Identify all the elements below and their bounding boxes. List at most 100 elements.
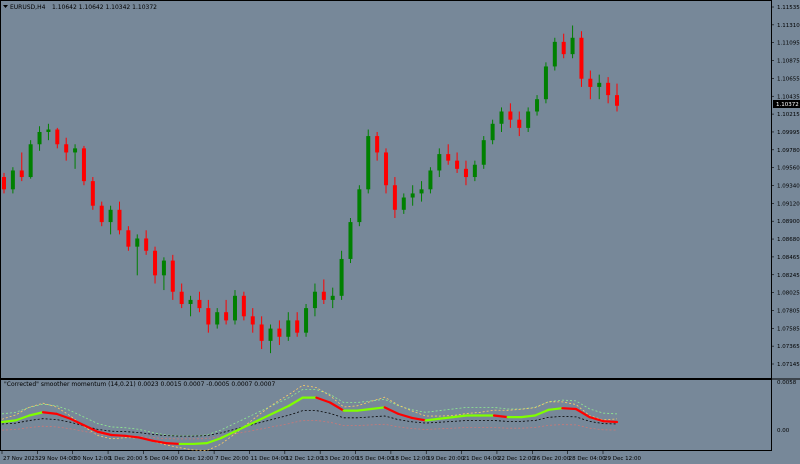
time-label: 12 Dec 12:00 <box>286 456 323 462</box>
indicator-segment <box>410 416 427 422</box>
candle-bear <box>446 154 451 161</box>
indicator-segment <box>588 416 605 423</box>
candle-bull <box>37 131 42 145</box>
price-label: 1.10875 <box>777 59 800 65</box>
candle-bull <box>552 41 557 67</box>
candle-bull <box>401 197 406 210</box>
candle-bear <box>455 160 460 169</box>
indicator-segment <box>205 437 222 445</box>
candle-bull <box>428 170 433 190</box>
candle-bull <box>366 136 371 190</box>
indicator-lines <box>0 384 619 451</box>
candle-bear <box>517 119 522 128</box>
candle-bear <box>117 209 122 231</box>
price-label: 1.09560 <box>777 166 800 172</box>
indicator-segment <box>110 433 127 437</box>
indicator-segment <box>151 439 168 445</box>
indicator-segment <box>424 417 441 422</box>
candle-bull <box>286 320 291 337</box>
indicator-segment <box>369 406 386 411</box>
candle-bull <box>490 123 495 141</box>
indicator-plot-frame <box>0 379 772 451</box>
price-label: 1.10655 <box>777 76 800 82</box>
candle-bear <box>55 129 60 145</box>
time-label: 29 Dec 12:00 <box>604 456 641 462</box>
price-label: 1.10435 <box>777 94 800 100</box>
candle-bear <box>170 260 175 292</box>
indicator-segment <box>123 434 140 439</box>
indicator-segment <box>96 430 113 437</box>
indicator-segment <box>55 412 72 420</box>
indicator-segment <box>274 404 291 414</box>
indicator-segment <box>246 417 263 427</box>
indicator-scale-top: 0.0058 <box>777 380 797 386</box>
candle-bear <box>144 238 149 251</box>
candle-bear <box>81 148 86 182</box>
candle-bear <box>197 299 202 309</box>
time-label: 13 Dec 20:00 <box>321 456 358 462</box>
candle-bull <box>28 144 33 178</box>
candle-bull <box>108 209 113 223</box>
candle-bull <box>330 295 335 300</box>
price-label: 1.09340 <box>777 184 800 190</box>
price-label: 1.07585 <box>777 326 800 332</box>
time-label: 30 Nov 12:00 <box>74 456 112 462</box>
time-label: 6 Dec 12:00 <box>180 456 214 462</box>
time-label: 22 Dec 12:00 <box>498 456 535 462</box>
candle-bull <box>419 189 424 194</box>
candle-bear <box>384 152 389 186</box>
candle-bull <box>161 260 166 276</box>
time-label: 27 Nov 2023 <box>3 456 39 462</box>
candle-bear <box>508 111 513 120</box>
candle-bull <box>232 295 237 321</box>
price-label: 1.11095 <box>777 41 800 47</box>
indicator-segment <box>328 401 345 412</box>
indicator-segment <box>14 414 31 422</box>
indicator-title: "Corrected" smoother momentum (14,0.21) … <box>4 381 275 388</box>
candle-bull <box>526 111 531 128</box>
candle-bear <box>224 312 229 321</box>
current-price-tag: 1.10372 <box>773 100 800 108</box>
ohlc-readout: 1.10642 1.10642 1.10342 1.10372 <box>52 4 157 11</box>
candle-bear <box>463 168 468 178</box>
price-axis[interactable]: 1.11535 1.11310 1.11095 1.10875 1.10655 1.104… <box>771 5 800 368</box>
candle-bear <box>259 324 264 341</box>
price-label: 1.09120 <box>777 201 800 207</box>
candle-bear <box>2 177 6 190</box>
price-label: 1.08465 <box>777 255 800 261</box>
indicator-segment <box>574 407 591 419</box>
candle-bear <box>295 320 300 333</box>
candle-bull <box>135 238 140 247</box>
candle-bull <box>481 140 486 165</box>
indicator-dotted-line <box>1 389 618 437</box>
candle-bear <box>606 82 611 96</box>
candle-bull <box>339 258 344 296</box>
candlestick-series <box>2 25 619 354</box>
time-label: 11 Dec 04:00 <box>250 456 287 462</box>
candle-bear <box>90 181 95 206</box>
candle-bear <box>561 41 566 55</box>
time-label: 19 Dec 20:00 <box>427 456 464 462</box>
candle-bull <box>304 308 309 333</box>
price-label: 1.11310 <box>777 23 800 29</box>
price-label: 1.08680 <box>777 237 800 243</box>
indicator-segment <box>287 396 304 407</box>
candle-bull <box>46 129 51 132</box>
time-label: 7 Dec 20:00 <box>215 456 249 462</box>
time-label: 26 Dec 20:00 <box>533 456 570 462</box>
indicator-segment <box>602 420 619 424</box>
candle-bull <box>357 189 362 223</box>
time-label: 18 Dec 12:00 <box>392 456 429 462</box>
price-label: 1.07365 <box>777 344 800 350</box>
candle-bear <box>153 250 158 276</box>
candle-bull <box>73 148 78 153</box>
dropdown-triangle-icon[interactable] <box>3 5 8 8</box>
price-label: 1.09995 <box>777 130 800 136</box>
candle-bear <box>375 136 380 153</box>
candle-bull <box>472 164 477 178</box>
indicator-segment <box>69 417 86 427</box>
indicator-segment <box>82 424 99 433</box>
